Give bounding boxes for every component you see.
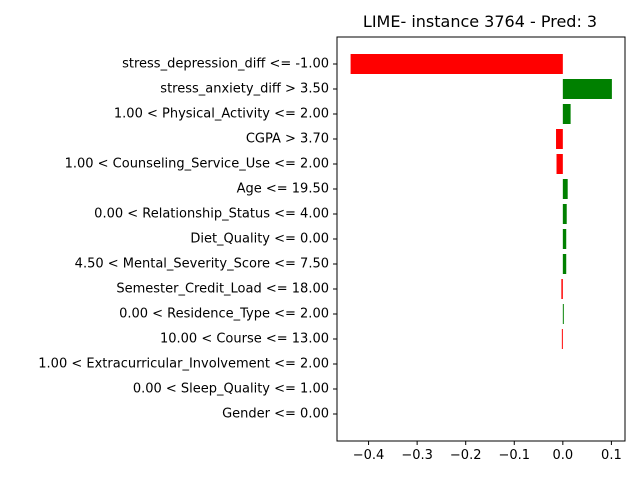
y-tick-label-11: 10.00 < Course <= 13.00 xyxy=(160,332,329,347)
plot-frame xyxy=(336,36,626,442)
x-tick-label-1: −0.3 xyxy=(401,448,433,463)
bar-6 xyxy=(562,204,567,224)
bar-1 xyxy=(562,79,612,99)
bar-2 xyxy=(562,104,571,124)
y-tick-label-3: CGPA > 3.70 xyxy=(246,132,329,147)
x-tick-label-4: 0.0 xyxy=(552,448,573,463)
y-tick-label-12: 1.00 < Extracurricular_Involvement <= 2.… xyxy=(38,357,329,372)
x-tick-label-2: −0.2 xyxy=(450,448,482,463)
y-tick-label-1: stress_anxiety_diff > 3.50 xyxy=(160,82,329,97)
y-tick-label-0: stress_depression_diff <= -1.00 xyxy=(122,57,329,72)
bar-3 xyxy=(556,129,563,149)
bar-11 xyxy=(561,329,563,349)
x-tick-label-3: −0.1 xyxy=(498,448,530,463)
y-tick-label-7: Diet_Quality <= 0.00 xyxy=(190,232,329,247)
y-tick-label-5: Age <= 19.50 xyxy=(237,182,329,197)
y-tick-label-13: 0.00 < Sleep_Quality <= 1.00 xyxy=(133,382,329,397)
bar-5 xyxy=(562,179,568,199)
bar-0 xyxy=(350,54,563,74)
y-tick-label-6: 0.00 < Relationship_Status <= 4.00 xyxy=(94,207,329,222)
y-tick-labels: stress_depression_diff <= -1.00 stress_an… xyxy=(38,57,337,422)
x-axis: −0.4 −0.3 −0.2 −0.1 0.0 0.1 xyxy=(353,441,622,463)
y-tick-label-2: 1.00 < Physical_Activity <= 2.00 xyxy=(114,107,329,122)
x-tick-label-5: 0.1 xyxy=(601,448,622,463)
y-tick-label-14: Gender <= 0.00 xyxy=(222,407,329,422)
bar-4 xyxy=(556,154,563,174)
bars-layer xyxy=(350,54,612,349)
bar-10 xyxy=(562,304,564,324)
y-tick-label-10: 0.00 < Residence_Type <= 2.00 xyxy=(119,307,329,322)
y-tick-label-8: 4.50 < Mental_Severity_Score <= 7.50 xyxy=(75,257,329,272)
bar-8 xyxy=(562,254,567,274)
x-tick-label-0: −0.4 xyxy=(353,448,385,463)
y-tick-label-4: 1.00 < Counseling_Service_Use <= 2.00 xyxy=(65,157,329,172)
y-tick-label-9: Semester_Credit_Load <= 18.00 xyxy=(116,282,329,297)
chart-title: LIME- instance 3764 - Pred: 3 xyxy=(363,12,597,31)
bar-7 xyxy=(562,229,567,249)
bar-9 xyxy=(561,279,563,299)
